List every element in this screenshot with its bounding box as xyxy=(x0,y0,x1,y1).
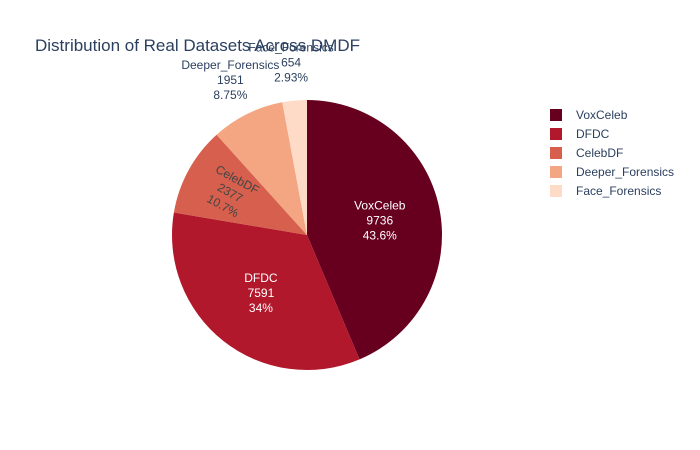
slice-label-face-forensics-line: 2.93% xyxy=(274,71,308,85)
legend-swatch xyxy=(550,128,562,140)
slice-label-voxceleb-line: 9736 xyxy=(366,213,393,227)
legend-item-dfdc[interactable]: DFDC xyxy=(550,127,610,141)
pie-slice-dfdc[interactable] xyxy=(172,212,360,370)
legend-label: CelebDF xyxy=(576,146,623,160)
slice-label-face-forensics: Face_Forensics 654 2.93% xyxy=(248,41,333,85)
legend-label: DFDC xyxy=(576,127,610,141)
slice-label-voxceleb-line: 43.6% xyxy=(363,228,397,242)
slice-label-deeper-forensics-line: Deeper_Forensics xyxy=(181,58,279,72)
legend-swatch xyxy=(550,185,562,197)
legend-label: Deeper_Forensics xyxy=(576,165,674,179)
slice-labels: VoxCeleb 9736 43.6%DFDC 7591 34%CelebDF23771… xyxy=(181,41,405,315)
slice-label-deeper-forensics: Deeper_Forensics 1951 8.75% xyxy=(181,58,279,102)
legend-label: Face_Forensics xyxy=(576,184,661,198)
legend-item-face-forensics[interactable]: Face_Forensics xyxy=(550,184,661,198)
slice-label-voxceleb: VoxCeleb 9736 43.6% xyxy=(354,198,406,242)
legend-swatch xyxy=(550,109,562,121)
legend-swatch xyxy=(550,147,562,159)
legend: VoxCeleb DFDC CelebDF Deeper_Forensics Face_… xyxy=(550,108,674,198)
slice-label-dfdc-line: 7591 xyxy=(248,286,275,300)
legend-item-celebdf[interactable]: CelebDF xyxy=(550,146,623,160)
pie-slice-deeper-forensics[interactable] xyxy=(216,102,307,235)
slice-label-voxceleb-line: VoxCeleb xyxy=(354,198,406,212)
pie-slice-face-forensics[interactable] xyxy=(282,100,307,235)
pie-slice-celebdf[interactable] xyxy=(173,134,307,235)
slice-label-dfdc-line: DFDC xyxy=(244,271,278,285)
slice-label-dfdc: DFDC 7591 34% xyxy=(244,271,278,315)
slice-label-face-forensics-line: 654 xyxy=(281,56,301,70)
legend-label: VoxCeleb xyxy=(576,108,628,122)
legend-swatch xyxy=(550,166,562,178)
slice-label-deeper-forensics-line: 1951 xyxy=(217,73,244,87)
legend-item-voxceleb[interactable]: VoxCeleb xyxy=(550,108,628,122)
pie-slice-voxceleb[interactable] xyxy=(307,100,442,360)
slice-label-face-forensics-line: Face_Forensics xyxy=(248,41,333,55)
slice-label-dfdc-line: 34% xyxy=(249,301,273,315)
slice-label-deeper-forensics-line: 8.75% xyxy=(213,88,247,102)
chart-title: Distribution of Real Datasets Across DMD… xyxy=(35,36,360,55)
legend-item-deeper-forensics[interactable]: Deeper_Forensics xyxy=(550,165,674,179)
pie-slices xyxy=(172,100,442,370)
